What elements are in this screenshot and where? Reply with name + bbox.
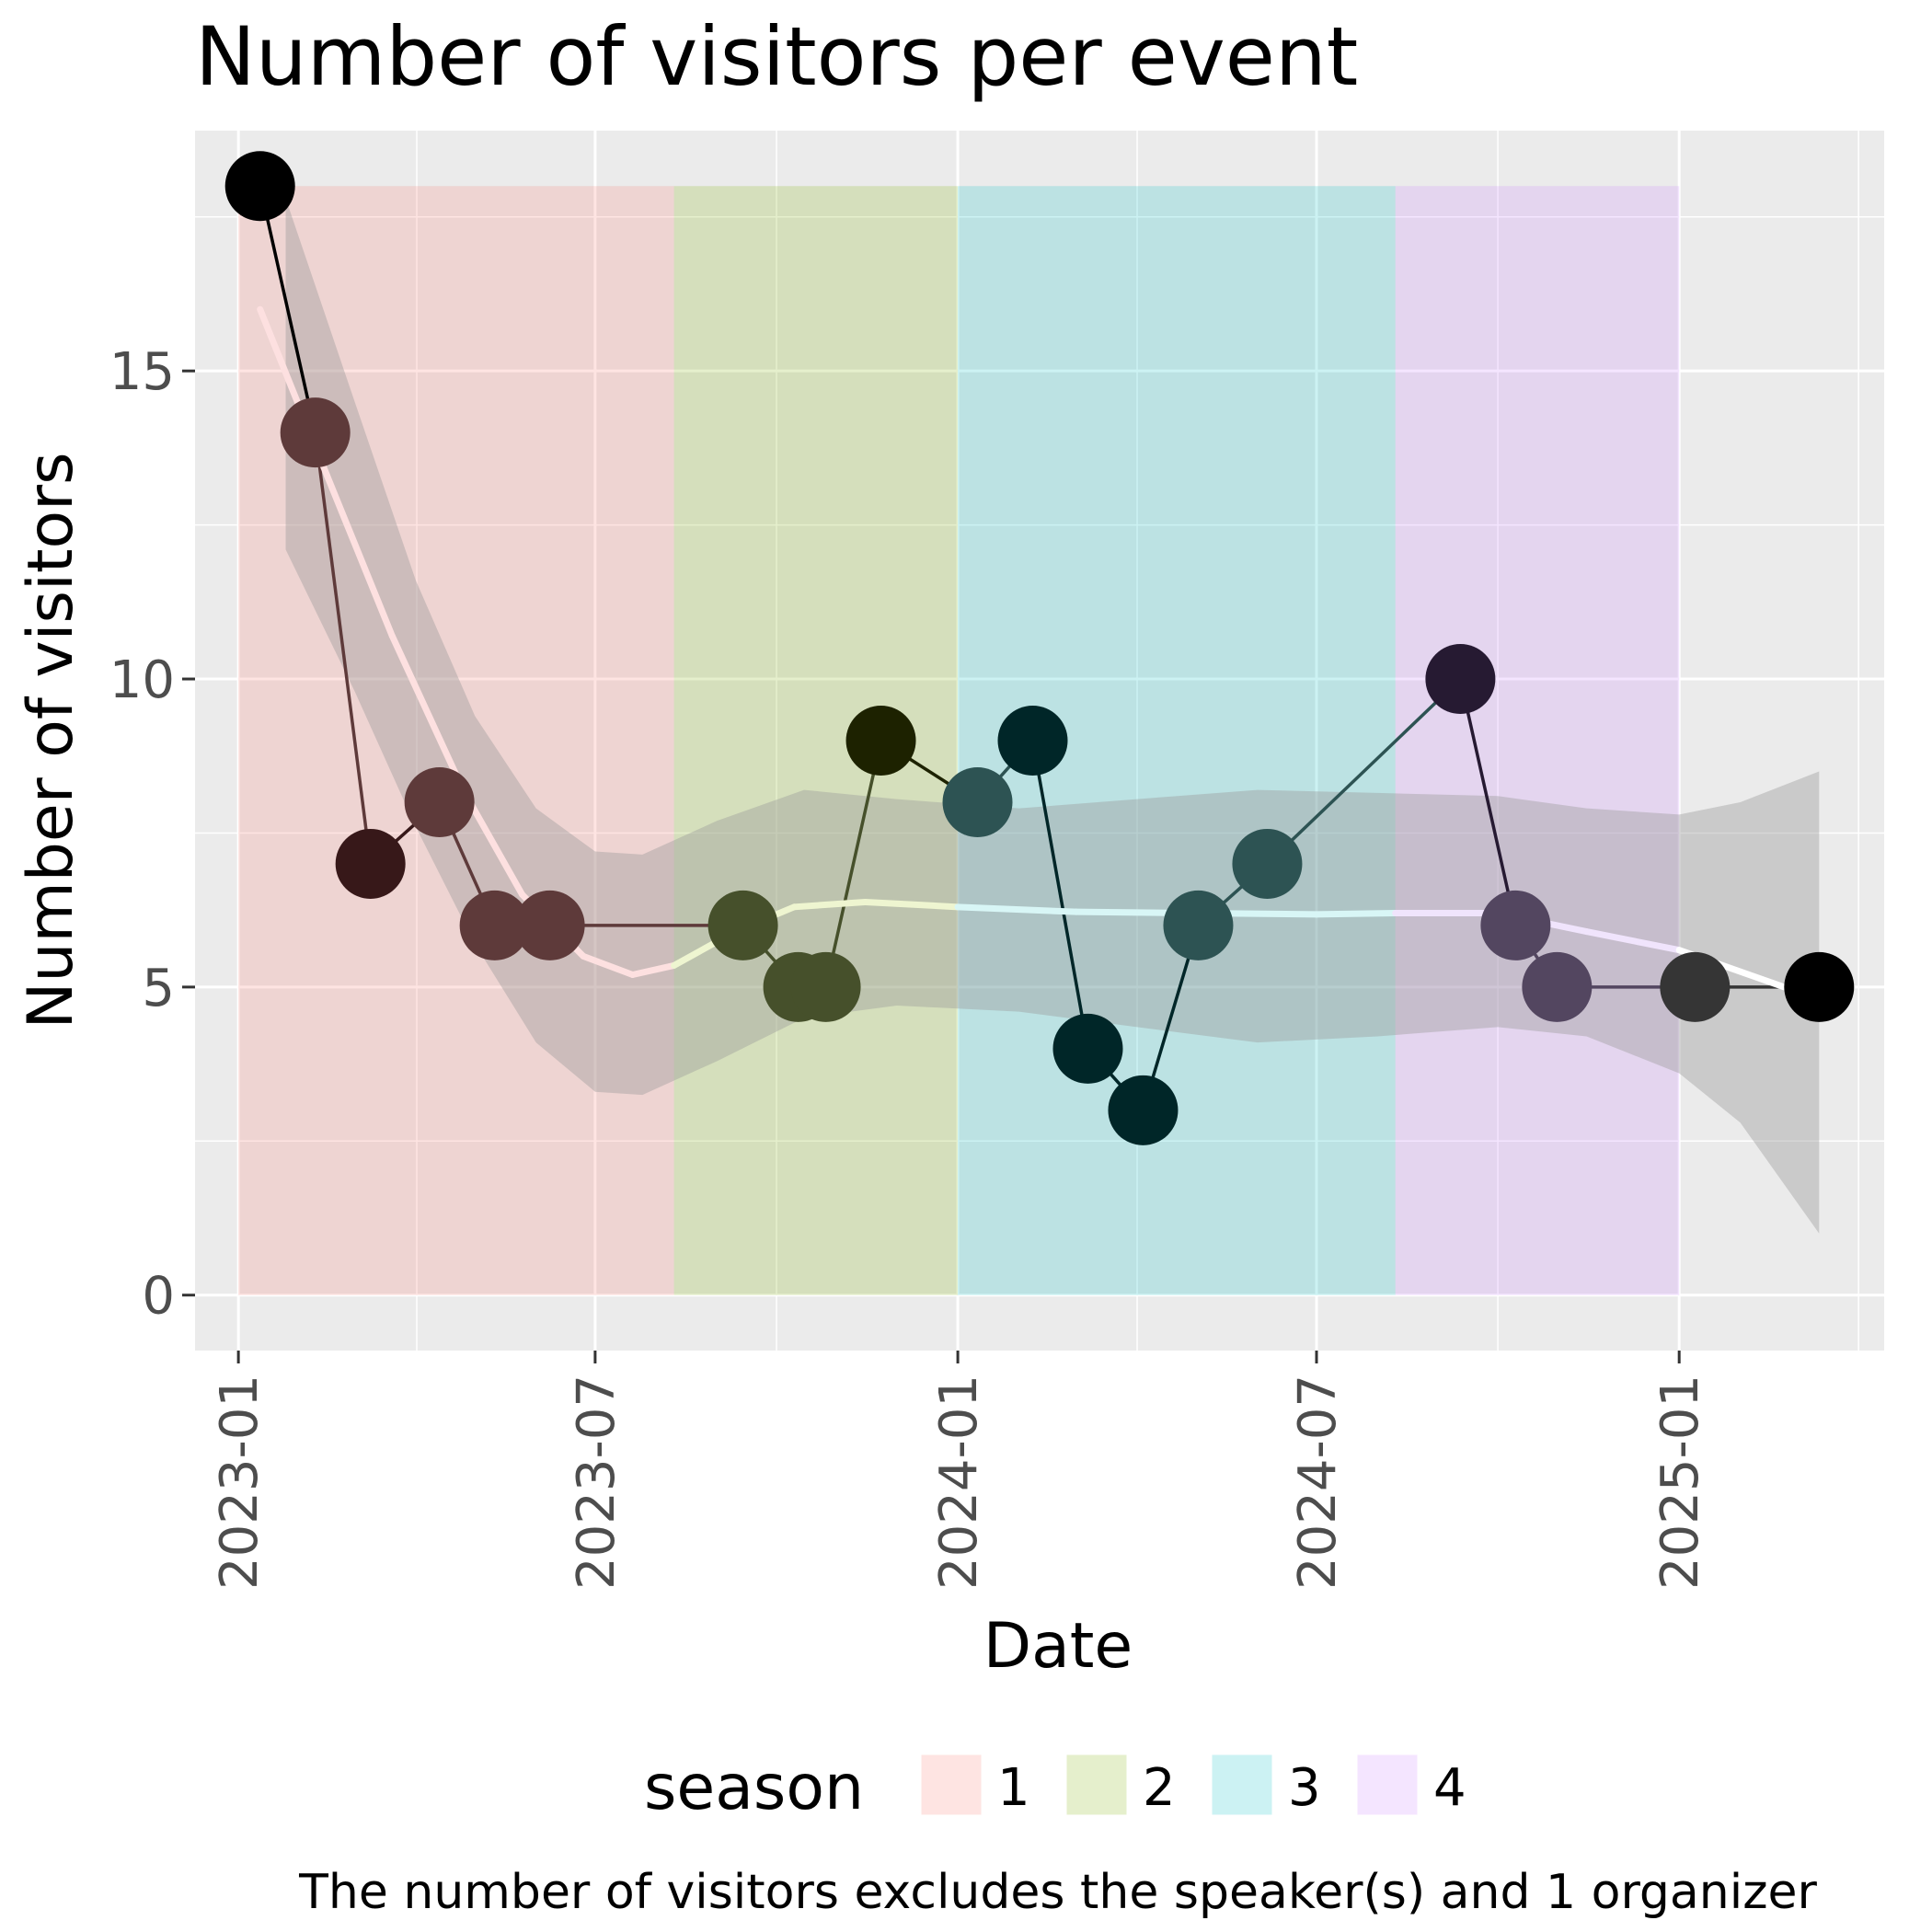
data-point bbox=[514, 890, 585, 960]
legend-key-3 bbox=[1209, 1752, 1275, 1818]
x-tick-label: 2025-01 bbox=[1650, 1374, 1710, 1590]
smooth-segment bbox=[1583, 928, 1683, 954]
data-point bbox=[845, 706, 916, 776]
legend-key-2 bbox=[1064, 1752, 1130, 1818]
data-point bbox=[1108, 1075, 1179, 1145]
series-segment bbox=[1266, 677, 1462, 866]
smooth-segment bbox=[324, 472, 396, 639]
data-point bbox=[280, 397, 351, 468]
x-tick-label: 2023-01 bbox=[210, 1374, 270, 1590]
series-segment bbox=[823, 740, 883, 988]
visitor-points bbox=[224, 151, 1855, 1145]
y-tick-label: 15 bbox=[109, 342, 175, 402]
x-tick-label: 2024-07 bbox=[1288, 1374, 1348, 1590]
y-tick-label: 10 bbox=[109, 650, 175, 710]
smooth-segment bbox=[388, 632, 466, 794]
y-tick-label: 5 bbox=[142, 959, 175, 1018]
chart-title: Number of visitors per event bbox=[195, 9, 1358, 104]
x-tick-label: 2023-07 bbox=[567, 1374, 627, 1590]
x-axis: 2023-01 2023-07 2024-01 2024-07 2025-01 bbox=[210, 1351, 1710, 1590]
data-point bbox=[224, 151, 295, 222]
y-axis-title: Number of visitors bbox=[15, 452, 87, 1029]
series-segment bbox=[258, 185, 317, 433]
smooth-segment bbox=[580, 952, 637, 978]
data-point bbox=[1425, 644, 1496, 715]
data-point bbox=[1480, 890, 1551, 960]
data-point bbox=[1784, 951, 1855, 1022]
data-point bbox=[1522, 951, 1593, 1022]
data-point bbox=[459, 890, 530, 960]
legend-key-1 bbox=[918, 1752, 984, 1818]
series-segment bbox=[313, 431, 373, 865]
season-band-4 bbox=[1395, 186, 1680, 1295]
confidence-band bbox=[285, 198, 1820, 1234]
legend-label-2: 2 bbox=[1143, 1758, 1176, 1818]
legend-label-4: 4 bbox=[1433, 1758, 1466, 1818]
legend: season 1 2 3 4 bbox=[644, 1752, 1466, 1824]
series-segment bbox=[1030, 740, 1090, 1050]
data-point bbox=[1232, 828, 1303, 899]
smooth-segment bbox=[954, 903, 1080, 915]
legend-label-1: 1 bbox=[997, 1758, 1030, 1818]
y-tick-label: 0 bbox=[142, 1267, 175, 1327]
series-segment bbox=[1458, 678, 1518, 926]
data-point bbox=[790, 951, 861, 1022]
smooth-segment bbox=[861, 898, 961, 911]
legend-key-4 bbox=[1354, 1752, 1420, 1818]
chart-caption: The number of visitors excludes the spea… bbox=[298, 1865, 1817, 1920]
data-point bbox=[997, 706, 1068, 776]
x-tick-label: 2024-01 bbox=[929, 1374, 989, 1590]
legend-label-3: 3 bbox=[1288, 1758, 1321, 1818]
season-band-1 bbox=[238, 186, 674, 1295]
y-axis: 0 5 10 15 bbox=[109, 342, 195, 1327]
legend-title: season bbox=[644, 1752, 864, 1824]
data-point bbox=[1163, 890, 1234, 960]
data-point bbox=[335, 828, 406, 899]
data-point bbox=[707, 890, 778, 960]
x-axis-title: Date bbox=[983, 1610, 1133, 1683]
smooth-segment bbox=[629, 961, 678, 978]
data-point bbox=[1052, 1013, 1123, 1084]
data-point bbox=[1660, 951, 1731, 1022]
data-point bbox=[942, 766, 1013, 837]
smooth-segment bbox=[790, 898, 868, 911]
minor-gridlines bbox=[195, 131, 1884, 1351]
data-point bbox=[404, 766, 475, 837]
confidence-band-area bbox=[285, 198, 1820, 1234]
